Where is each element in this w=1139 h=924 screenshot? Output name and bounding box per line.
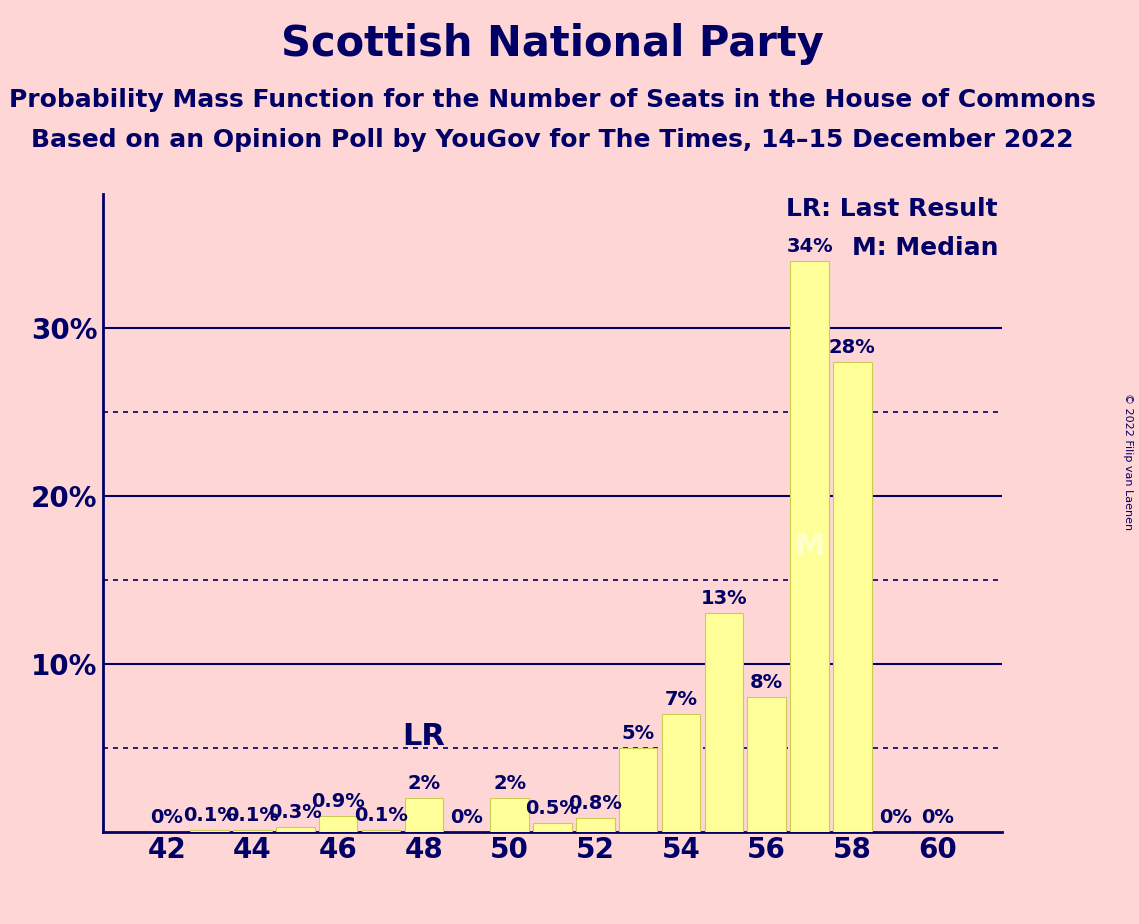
Text: 0%: 0% bbox=[879, 808, 911, 827]
Bar bbox=[404, 798, 443, 832]
Bar bbox=[705, 614, 743, 832]
Text: Scottish National Party: Scottish National Party bbox=[281, 23, 823, 65]
Text: Based on an Opinion Poll by YouGov for The Times, 14–15 December 2022: Based on an Opinion Poll by YouGov for T… bbox=[31, 128, 1074, 152]
Text: M: Median: M: Median bbox=[852, 236, 998, 260]
Bar bbox=[833, 362, 871, 832]
Text: 0%: 0% bbox=[150, 808, 183, 827]
Text: 7%: 7% bbox=[664, 690, 697, 709]
Text: 2%: 2% bbox=[493, 774, 526, 793]
Text: 0.1%: 0.1% bbox=[354, 806, 408, 825]
Text: 0.3%: 0.3% bbox=[269, 803, 322, 821]
Bar bbox=[490, 798, 528, 832]
Bar bbox=[747, 698, 786, 832]
Text: 0.1%: 0.1% bbox=[182, 806, 237, 825]
Text: 34%: 34% bbox=[786, 237, 833, 256]
Bar bbox=[233, 830, 272, 832]
Bar bbox=[790, 261, 829, 832]
Text: 2%: 2% bbox=[408, 774, 441, 793]
Text: Probability Mass Function for the Number of Seats in the House of Commons: Probability Mass Function for the Number… bbox=[9, 88, 1096, 112]
Text: LR: LR bbox=[402, 722, 445, 751]
Text: 0.8%: 0.8% bbox=[568, 794, 622, 813]
Text: 0.5%: 0.5% bbox=[525, 799, 580, 818]
Text: 8%: 8% bbox=[751, 674, 784, 692]
Text: 0.1%: 0.1% bbox=[226, 806, 279, 825]
Text: LR: Last Result: LR: Last Result bbox=[786, 198, 998, 222]
Text: 0%: 0% bbox=[450, 808, 483, 827]
Bar bbox=[190, 830, 229, 832]
Bar bbox=[618, 748, 657, 832]
Bar bbox=[662, 714, 700, 832]
Bar bbox=[276, 827, 314, 832]
Text: 0%: 0% bbox=[921, 808, 954, 827]
Text: 13%: 13% bbox=[700, 590, 747, 608]
Text: 28%: 28% bbox=[829, 338, 876, 357]
Text: 5%: 5% bbox=[622, 723, 655, 743]
Bar bbox=[576, 818, 615, 832]
Bar bbox=[362, 830, 400, 832]
Text: M: M bbox=[794, 532, 825, 561]
Text: © 2022 Filip van Laenen: © 2022 Filip van Laenen bbox=[1123, 394, 1133, 530]
Bar bbox=[319, 817, 358, 832]
Bar bbox=[533, 823, 572, 832]
Text: 0.9%: 0.9% bbox=[311, 793, 366, 811]
